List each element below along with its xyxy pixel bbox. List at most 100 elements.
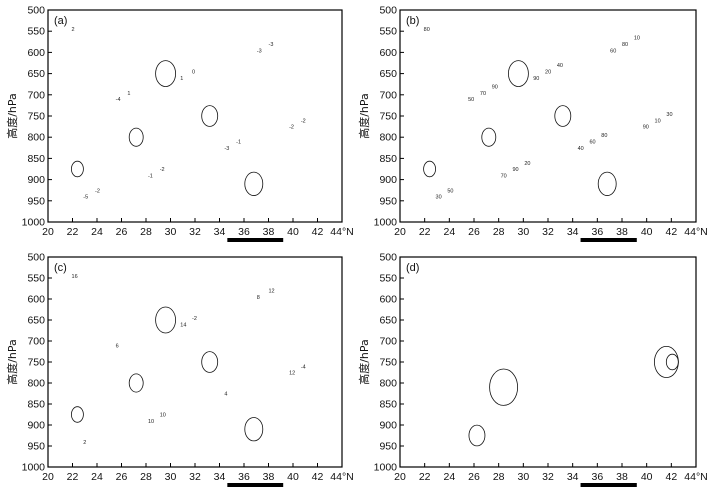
- x-tick-label: 36: [238, 226, 250, 238]
- y-tick-label: 900: [27, 420, 45, 432]
- x-tick-label: 30: [517, 226, 529, 238]
- contour-label: -1: [236, 140, 241, 146]
- closed-contour: [71, 160, 84, 178]
- contour-label: 90: [533, 76, 539, 82]
- contour-label: 0: [192, 70, 195, 76]
- x-tick-label: 42: [312, 471, 324, 483]
- contour-field: 2 1 -2 -1 -3 -4 -3 -5 0 -2 -2 -3 1 -1 -2: [71, 27, 306, 201]
- contour-label: -3: [269, 42, 274, 48]
- contour-label: 50: [468, 97, 474, 103]
- x-tick-label: 44°N: [330, 471, 353, 483]
- contour-label: 30: [436, 195, 442, 201]
- x-tick-label: 44°N: [684, 226, 707, 238]
- panel-c: 161412108642-2-41012(c)50055060065070075…: [5, 252, 354, 487]
- closed-contour: [468, 424, 486, 447]
- contour-label: -2: [289, 125, 294, 131]
- contour-label: 30: [666, 112, 672, 118]
- y-tick-label: 550: [27, 26, 45, 38]
- contour-label: 10: [148, 419, 154, 425]
- y-tick-label: 700: [27, 336, 45, 348]
- y-tick-label: 650: [379, 315, 397, 327]
- x-tick-label: 32: [189, 226, 201, 238]
- contour-label: 80: [601, 133, 607, 139]
- y-tick-label: 750: [27, 357, 45, 369]
- y-tick-label: 850: [379, 153, 397, 165]
- closed-contour: [554, 105, 572, 127]
- contour-label: -1: [148, 173, 153, 179]
- plot-frame: [47, 256, 343, 468]
- x-tick-label: 28: [493, 471, 505, 483]
- x-tick-label: 36: [591, 226, 603, 238]
- contour-label: -3: [224, 146, 229, 152]
- x-tick-label: 30: [165, 226, 177, 238]
- y-axis-title: 高度/hPa: [357, 93, 371, 139]
- y-tick-label: 650: [379, 68, 397, 80]
- contour-label: 6: [116, 343, 119, 349]
- plot-frame: [47, 9, 343, 223]
- x-tick-label: 34: [214, 471, 226, 483]
- closed-contour: [71, 406, 84, 423]
- y-tick-label: 950: [27, 441, 45, 453]
- contour-label: 90: [643, 125, 649, 131]
- x-tick-label: 26: [468, 471, 480, 483]
- y-tick-label: 950: [27, 195, 45, 207]
- closed-contour: [128, 373, 144, 393]
- contour-label: 40: [557, 63, 563, 69]
- panel-tag: (c): [54, 262, 67, 274]
- y-tick-label: 550: [379, 273, 397, 285]
- contour-label: 8: [257, 295, 260, 301]
- x-tick-label: 38: [263, 226, 275, 238]
- plot-frame: [399, 256, 697, 468]
- contour-label: -4: [301, 364, 306, 370]
- x-tick-label: 26: [116, 471, 128, 483]
- panel-a: 2 1 -2 -1 -3 -4 -3 -5 0 -2 -2 -3 1 -1 -2 (a) 500 550 600 65…: [5, 5, 354, 242]
- x-tick-label: 42: [665, 226, 677, 238]
- contour-label: -2: [160, 167, 165, 173]
- y-tick-label: 850: [27, 399, 45, 411]
- contour-label: -5: [83, 195, 88, 201]
- closed-contour: [201, 351, 219, 373]
- y-tick-label: 550: [27, 273, 45, 285]
- x-tick-label: 38: [616, 471, 628, 483]
- y-tick-label: 1000: [374, 462, 398, 474]
- panel-tag: (b): [406, 15, 419, 27]
- x-tick-label: 24: [443, 471, 455, 483]
- x-tick-label: 32: [542, 471, 554, 483]
- contour-label: 90: [492, 84, 498, 90]
- y-tick-label: 650: [27, 315, 45, 327]
- x-tick-label: 20: [394, 226, 406, 238]
- x-tick-label: 24: [91, 471, 103, 483]
- x-tick-label: 40: [641, 226, 653, 238]
- y-tick-label: 1000: [22, 217, 46, 229]
- y-tick-label: 500: [27, 252, 45, 264]
- contour-field: 80 90 90 70 60 50 40 30 20 10 90 80 70 60 50 40 30 20 10 90…: [423, 27, 673, 201]
- closed-contour: [155, 60, 177, 87]
- contour-label: 1: [127, 91, 130, 97]
- x-tick-label: 28: [140, 226, 152, 238]
- x-tick-label: 34: [567, 471, 579, 483]
- contour-label: 1: [180, 76, 183, 82]
- contour-label: 10: [634, 36, 640, 42]
- y-tick-label: 700: [379, 89, 397, 101]
- y-tick-label: 950: [379, 195, 397, 207]
- contour-field: [468, 345, 679, 447]
- x-tick-label: 38: [616, 226, 628, 238]
- y-tick-label: 750: [379, 357, 397, 369]
- x-tick-label: 24: [443, 226, 455, 238]
- y-tick-label: 600: [27, 47, 45, 59]
- y-tick-label: 850: [27, 153, 45, 165]
- panel-b: 80 90 90 70 60 50 40 30 20 10 90 80 70 60 50 40 30 20 10 90…: [357, 5, 708, 242]
- closed-contour: [244, 417, 264, 442]
- x-tick-label: 22: [67, 471, 79, 483]
- contour-label: 16: [72, 274, 78, 280]
- y-axis-title: 高度/hPa: [5, 93, 19, 139]
- x-tick-label: 28: [493, 226, 505, 238]
- contour-label: 90: [512, 167, 518, 173]
- region-bar: [227, 483, 284, 487]
- contour-label: -2: [192, 316, 197, 322]
- contour-label: 20: [524, 161, 530, 167]
- contour-label: 14: [180, 322, 186, 328]
- x-tick-label: 34: [567, 226, 579, 238]
- x-tick-label: 38: [263, 471, 275, 483]
